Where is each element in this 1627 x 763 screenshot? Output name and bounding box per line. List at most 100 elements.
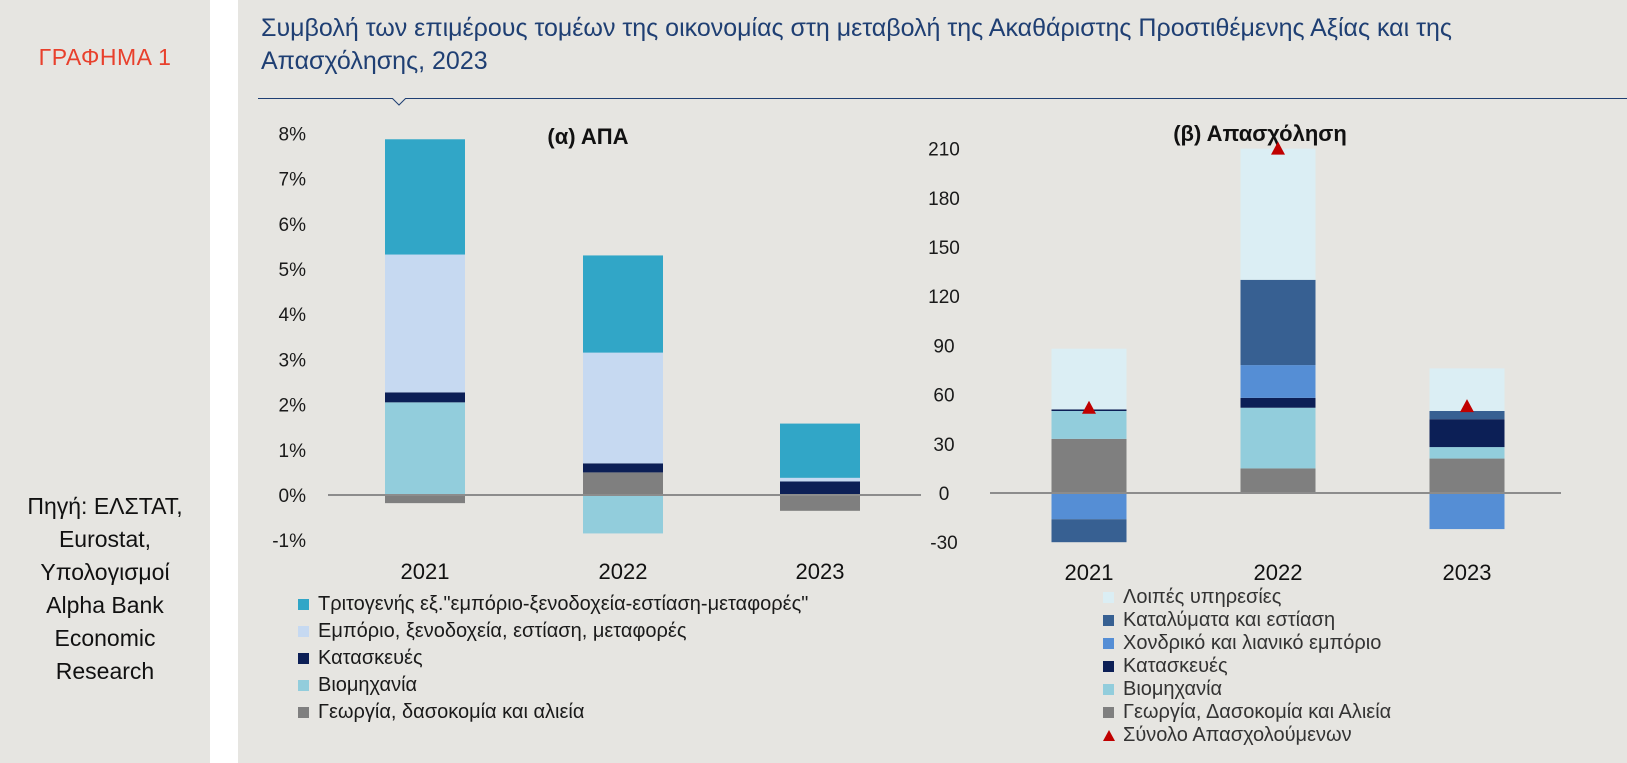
legend-item: Σύνολο Απασχολούμενων — [1103, 724, 1391, 747]
source-line: Υπολογισμοί — [40, 559, 170, 585]
bar-segment — [1429, 419, 1505, 448]
bar-segment — [1429, 447, 1505, 459]
legend-item: Τριτογενής εξ."εμπόριο-ξενοδοχεία-εστίασ… — [298, 591, 808, 618]
total-marker — [1460, 399, 1474, 413]
legend-item: Χονδρικό και λιανικό εμπόριο — [1103, 632, 1391, 655]
y-tick-label: 0 — [939, 484, 950, 505]
bar-segment — [583, 472, 663, 495]
source-line: Eurostat, — [58, 526, 152, 552]
bar-segment — [583, 352, 663, 464]
bar-segment — [385, 402, 465, 495]
bar-segment — [583, 463, 663, 473]
legend-label: Σύνολο Απασχολούμενων — [1123, 724, 1352, 746]
y-tick-label: 60 — [933, 386, 954, 407]
y-tick-label: 180 — [928, 189, 960, 210]
legend-item: Κατασκευές — [298, 645, 808, 672]
source-line: Economic — [54, 625, 156, 651]
legend-swatch — [1103, 638, 1114, 649]
y-tick-label: -30 — [930, 533, 957, 554]
source-note: Πηγή: ΕΛΣΤΑΤ, Eurostat, Υπολογισμοί Alph… — [0, 490, 210, 688]
legend-item: Κατασκευές — [1103, 655, 1391, 678]
y-tick-label: 150 — [928, 238, 960, 259]
bar-segment — [1240, 148, 1316, 280]
legend-swatch — [298, 626, 309, 637]
y-tick-label: 90 — [933, 336, 954, 357]
x-tick-label: 2023 — [796, 559, 845, 584]
y-tick-label: 5% — [279, 260, 307, 281]
x-tick-label: 2021 — [401, 559, 450, 584]
y-tick-label: 30 — [933, 435, 954, 456]
legend-swatch — [298, 680, 309, 691]
y-tick-label: 3% — [279, 350, 307, 371]
legend-swatch — [1103, 661, 1114, 672]
legend-label: Γεωργία, Δασοκομία και Αλιεία — [1123, 701, 1392, 723]
legend-swatch — [1103, 707, 1114, 718]
legend-swatch — [298, 599, 309, 610]
legend-item: Βιομηχανία — [298, 672, 808, 699]
page-title: Συμβολή των επιμέρους τομέων της οικονομ… — [261, 14, 1452, 75]
bar-segment — [1429, 458, 1505, 493]
gva-legend: Τριτογενής εξ."εμπόριο-ξενοδοχεία-εστίασ… — [298, 591, 808, 726]
legend-label: Γεωργία, δασοκομία και αλιεία — [318, 701, 585, 723]
source-line: Research — [55, 658, 155, 684]
legend-item: Εμπόριο, ξενοδοχεία, εστίαση, μεταφορές — [298, 618, 808, 645]
legend-swatch — [298, 707, 309, 718]
legend-item: Βιομηχανία — [1103, 678, 1391, 701]
title-notch — [392, 98, 406, 106]
employment-legend: Λοιπές υπηρεσίες Καταλύματα και εστίαση … — [1103, 586, 1391, 747]
bar-segment — [1051, 438, 1127, 493]
chart-title: (α) ΑΠΑ — [547, 124, 628, 149]
title-divider — [258, 98, 1627, 99]
bar-segment — [1429, 493, 1505, 530]
bar-segment — [780, 477, 860, 482]
total-marker — [1082, 400, 1096, 414]
y-tick-label: 7% — [279, 170, 307, 191]
y-tick-label: 0% — [279, 486, 307, 507]
legend-label: Βιομηχανία — [318, 674, 418, 696]
x-tick-label: 2023 — [1443, 560, 1492, 585]
legend-label: Βιομηχανία — [1123, 678, 1223, 700]
legend-label: Καταλύματα και εστίαση — [1123, 609, 1336, 631]
y-tick-label: 4% — [279, 305, 307, 326]
legend-swatch — [1103, 684, 1114, 695]
bar-segment — [1051, 493, 1127, 520]
bar-segment — [1240, 365, 1316, 398]
left-panel — [0, 0, 210, 763]
bar-segment — [780, 481, 860, 495]
bar-segment — [583, 255, 663, 353]
chart-panel — [238, 0, 1627, 763]
y-tick-label: 120 — [928, 287, 960, 308]
bar-segment — [1240, 468, 1316, 493]
source-line: Alpha Bank — [46, 592, 164, 618]
legend-swatch — [1103, 592, 1114, 603]
chart-title: (β) Απασχόληση — [1173, 121, 1347, 146]
bar-segment — [385, 392, 465, 403]
legend-label: Εμπόριο, ξενοδοχεία, εστίαση, μεταφορές — [318, 620, 687, 642]
legend-item: Καταλύματα και εστίαση — [1103, 609, 1391, 632]
legend-swatch — [298, 653, 309, 664]
legend-label: Λοιπές υπηρεσίες — [1123, 586, 1282, 608]
bar-segment — [1240, 279, 1316, 366]
x-tick-label: 2022 — [599, 559, 648, 584]
legend-label: Κατασκευές — [1123, 655, 1228, 677]
y-tick-label: 8% — [279, 124, 307, 145]
y-tick-label: 1% — [279, 441, 307, 462]
total-marker — [1271, 141, 1285, 155]
x-tick-label: 2022 — [1254, 560, 1303, 585]
y-tick-label: 2% — [279, 396, 307, 417]
bar-segment — [1429, 411, 1505, 420]
legend-item: Γεωργία, Δασοκομία και Αλιεία — [1103, 701, 1391, 724]
bar-segment — [385, 254, 465, 393]
figure-label: ΓΡΑΦΗΜΑ 1 — [38, 44, 172, 70]
legend-label: Χονδρικό και λιανικό εμπόριο — [1123, 632, 1382, 654]
bar-segment — [385, 139, 465, 255]
legend-label: Κατασκευές — [318, 647, 423, 669]
bar-segment — [1240, 407, 1316, 469]
bar-segment — [1051, 519, 1127, 543]
bar-segment — [780, 423, 860, 478]
bar-segment — [1051, 348, 1127, 410]
y-tick-label: 210 — [928, 140, 960, 161]
legend-swatch — [1103, 615, 1114, 626]
